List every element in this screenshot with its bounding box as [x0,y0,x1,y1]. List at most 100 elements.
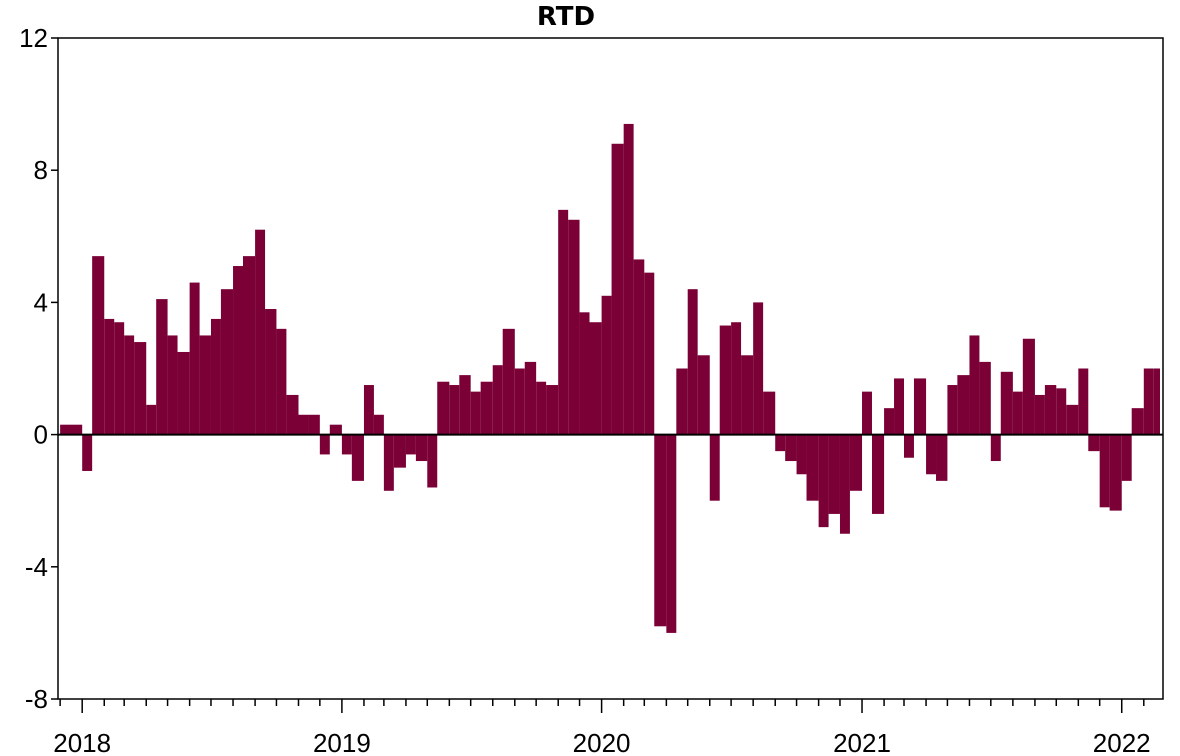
bar [220,289,234,435]
bar [926,434,937,475]
bar [979,361,991,435]
bar [785,434,797,462]
bar [601,295,612,435]
bar [298,414,309,435]
bar [719,325,732,435]
bar [849,434,863,491]
bar [104,318,115,435]
bar [818,434,829,528]
bar [589,322,602,435]
bar [276,328,287,435]
bar [427,434,438,488]
bar [60,424,83,435]
bar [871,434,885,514]
bar [676,368,688,435]
bar [1088,434,1100,452]
bar [546,385,559,435]
bar [1099,434,1110,508]
bar [210,318,221,435]
y-tick-label: -8 [25,684,48,714]
bar [308,414,320,435]
bar [1131,408,1144,435]
bar [243,256,256,435]
bar [524,361,537,435]
bar [1153,368,1160,435]
bar [82,434,93,471]
bar [329,424,342,435]
bar [806,434,819,501]
y-tick-label: 4 [34,287,48,317]
bar [697,355,710,435]
bar [741,355,754,435]
bar [415,434,428,462]
bar [1109,434,1122,511]
bar [1000,371,1013,435]
bar [189,282,200,435]
bar [775,434,786,452]
bar [990,434,1001,462]
bar [167,335,178,435]
bar [644,272,655,435]
y-tick-label: 0 [34,420,48,450]
y-tick-label: 12 [19,23,48,53]
bar [913,378,927,435]
bar [796,434,807,475]
bar [536,381,547,435]
bar [894,378,904,435]
bar [199,335,211,435]
bar [1034,394,1045,435]
y-axis: -8 -4 0 4 8 12 [19,23,58,714]
x-tick-label: 2022 [1093,728,1151,756]
bar [437,381,450,435]
bars-group [60,123,1160,633]
bar [1022,338,1035,435]
bar [480,381,493,435]
bar [558,209,569,435]
bar [156,299,168,435]
bar [124,335,135,435]
bar [839,434,850,534]
bar [286,394,299,435]
bar [633,259,645,435]
y-tick-label: 8 [34,155,48,185]
bar [623,123,634,435]
bar [936,434,948,481]
y-tick-label: -4 [25,552,48,582]
bar [1078,368,1089,435]
bar [265,309,277,435]
bar [947,385,958,435]
bar [1044,385,1057,435]
bar [611,143,624,435]
x-tick-label: 2020 [573,728,631,756]
bar [134,342,147,435]
bar [753,302,764,435]
x-tick-label: 2018 [53,728,111,756]
bar [405,434,416,455]
bar [492,365,503,435]
bar [904,434,914,458]
bar [957,375,970,435]
bar [709,434,720,501]
bar [687,289,698,435]
x-axis: 2018 2019 2020 2021 2022 [53,699,1151,756]
bar [1056,388,1067,435]
bar [884,408,895,435]
bar [1121,434,1132,481]
bar [341,434,352,455]
chart-title: RTD [537,2,595,32]
bar [363,385,374,435]
bar [502,328,515,435]
bar [514,368,525,435]
bar [146,404,157,435]
bar [319,434,330,455]
bar [459,375,471,435]
bar [969,335,980,435]
bar [763,391,776,435]
bar [92,256,105,435]
bar [862,391,872,435]
bar [731,322,742,435]
bar [470,391,481,435]
bar [233,266,243,435]
bar [177,351,190,435]
